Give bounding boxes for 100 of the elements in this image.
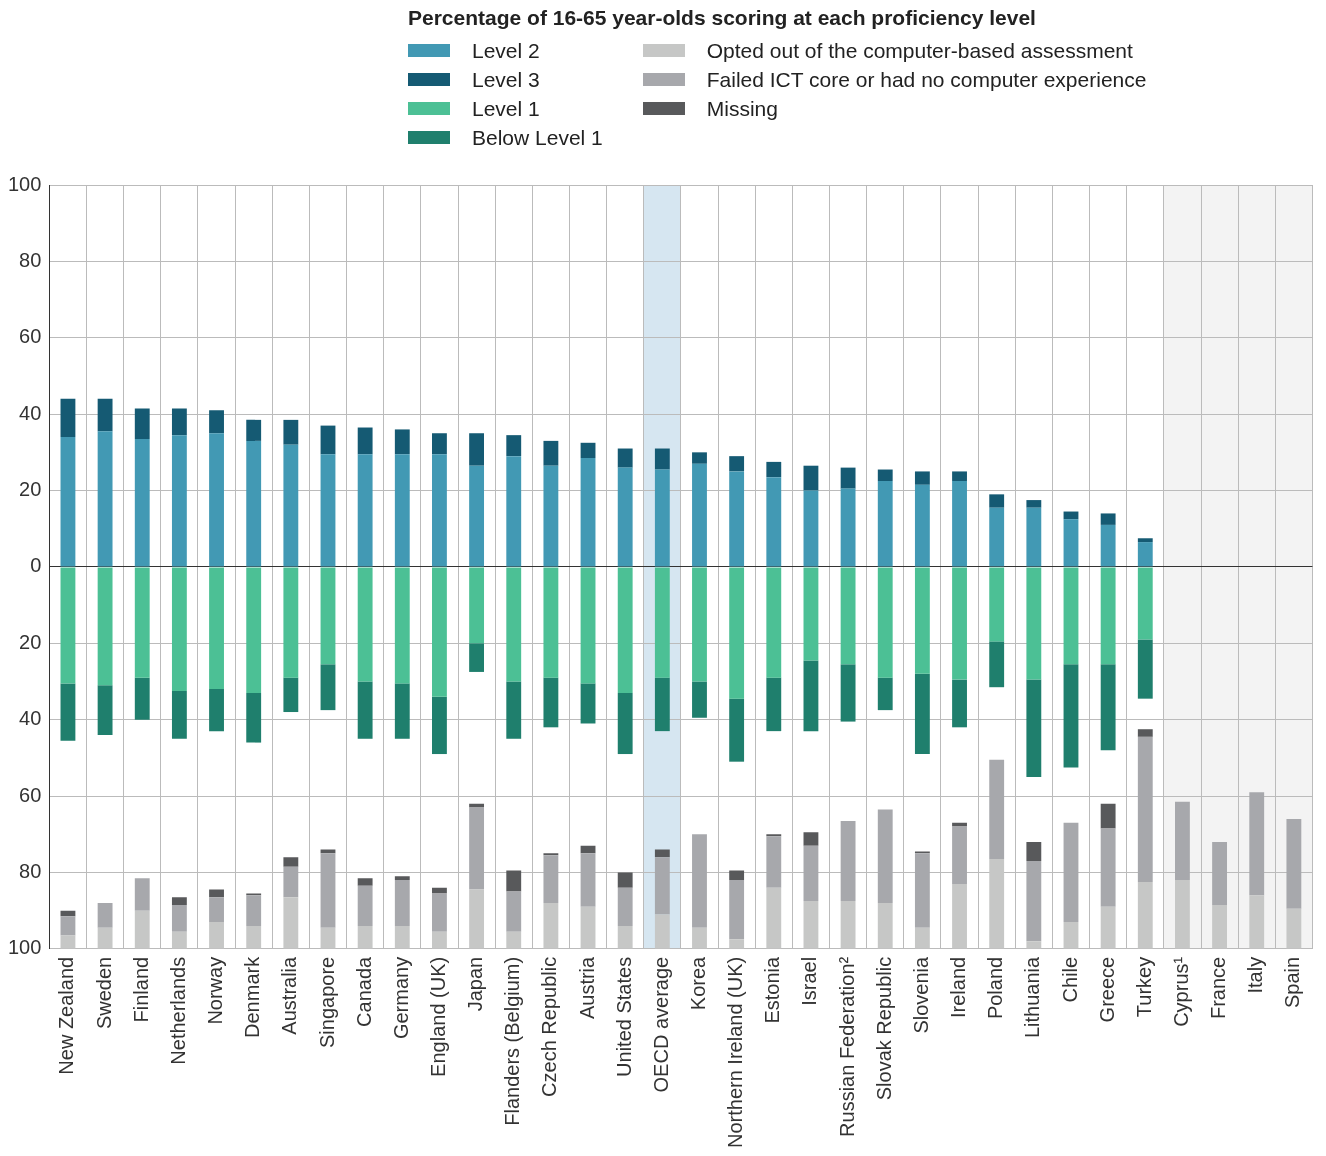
bar <box>729 471 745 567</box>
bar <box>246 692 262 743</box>
bar <box>171 567 187 692</box>
x-tick-label: Chile <box>1058 956 1081 1003</box>
bar <box>877 469 893 481</box>
bar <box>840 467 856 489</box>
x-tick-label: Poland <box>984 956 1007 1020</box>
bar <box>729 567 745 699</box>
bar <box>1286 818 1302 909</box>
bar <box>432 433 447 455</box>
bar <box>877 902 893 949</box>
bar <box>506 681 522 739</box>
y-tick-label: 40 <box>19 401 42 424</box>
x-tick-label: Norway <box>204 956 227 1025</box>
bar <box>1286 908 1302 949</box>
bar <box>692 452 707 464</box>
bar <box>1026 679 1042 777</box>
bar <box>320 853 336 928</box>
bar <box>840 567 856 665</box>
bar <box>1100 828 1116 907</box>
bar <box>617 448 633 468</box>
bar <box>803 901 819 949</box>
y-tick-label: 80 <box>19 859 42 882</box>
bar <box>729 698 745 762</box>
bar <box>914 471 930 485</box>
bar <box>654 448 670 470</box>
bar <box>840 901 856 949</box>
bar <box>97 567 113 686</box>
bar <box>394 925 410 949</box>
bar <box>1063 664 1079 768</box>
bar <box>283 419 299 445</box>
bar <box>97 685 113 735</box>
bar <box>840 820 856 902</box>
bar <box>654 914 670 949</box>
bar <box>729 870 745 881</box>
bar <box>1212 841 1228 905</box>
bar <box>766 836 782 888</box>
bar <box>1137 736 1153 882</box>
x-tick-label: Lithuania <box>1021 955 1044 1039</box>
bar <box>432 931 447 949</box>
bar <box>171 408 187 436</box>
bar <box>1175 801 1190 881</box>
bar <box>989 567 1005 642</box>
x-tick-label: Cyprus¹ <box>1169 956 1192 1027</box>
bar <box>692 681 707 718</box>
bar <box>209 410 224 434</box>
bar <box>803 465 819 491</box>
bar <box>246 567 262 693</box>
bar <box>469 465 485 567</box>
bar <box>283 444 299 567</box>
legend-title: Percentage of 16-65 year-olds scoring at each proficiency level <box>408 6 1037 30</box>
bar <box>320 927 336 949</box>
legend-label: Opted out of the computer-based assessment <box>706 38 1133 63</box>
bar <box>617 872 633 888</box>
bar <box>171 435 187 567</box>
bar <box>952 471 967 481</box>
bar <box>60 916 76 936</box>
bar <box>357 925 373 949</box>
y-tick-label: 20 <box>19 630 42 653</box>
x-tick-label: Canada <box>352 955 375 1027</box>
bar <box>1026 500 1042 508</box>
bar <box>60 398 76 438</box>
bar <box>357 681 373 739</box>
bar <box>1100 664 1116 751</box>
bar <box>543 855 559 903</box>
x-tick-label: Slovak Republic <box>872 956 895 1101</box>
bar <box>357 878 373 886</box>
bar <box>1026 841 1042 861</box>
bar <box>469 807 485 890</box>
bar <box>209 433 224 567</box>
bar <box>803 845 819 902</box>
bar <box>469 643 485 672</box>
bar <box>432 893 447 932</box>
bar <box>357 454 373 567</box>
bar <box>506 456 522 567</box>
bar <box>1249 895 1265 949</box>
bar <box>580 567 596 684</box>
bar <box>952 826 967 884</box>
bar <box>1063 519 1079 567</box>
x-tick-label: Northern Ireland (UK) <box>724 956 747 1149</box>
bar <box>209 922 224 949</box>
bar <box>320 425 336 455</box>
bar <box>1100 567 1116 665</box>
bar <box>394 880 410 926</box>
bar <box>803 490 819 567</box>
bar <box>134 408 150 439</box>
bar <box>914 927 930 949</box>
bar <box>877 677 893 711</box>
bar <box>209 889 224 898</box>
legend-label: Level 3 <box>472 67 540 92</box>
bar <box>877 809 893 903</box>
bar <box>877 567 893 678</box>
bar <box>432 567 447 697</box>
bar <box>320 664 336 711</box>
x-tick-label: Germany <box>389 956 412 1040</box>
bar <box>394 683 410 739</box>
bar <box>283 677 299 713</box>
bar <box>394 876 410 881</box>
bar <box>914 673 930 755</box>
bar <box>60 437 76 567</box>
